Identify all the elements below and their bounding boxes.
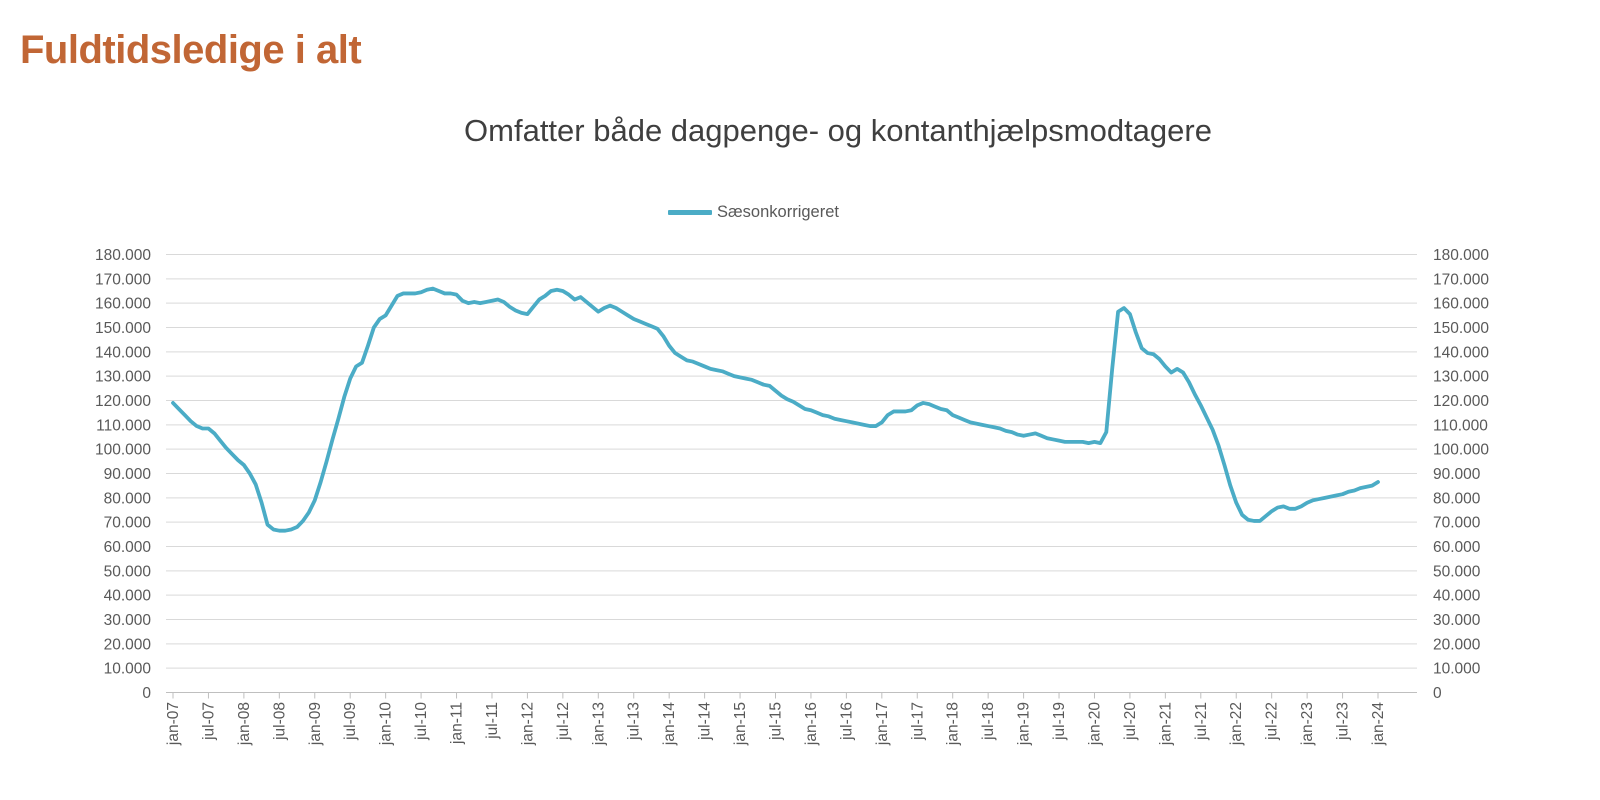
x-axis-label: jan-21 <box>1157 702 1174 746</box>
y-axis-label-right: 160.000 <box>1433 296 1489 313</box>
x-axis-label: jul-10 <box>413 702 430 741</box>
y-axis-label-left: 120.000 <box>95 393 151 410</box>
y-axis-label-right: 20.000 <box>1433 636 1481 653</box>
legend-label: Sæsonkorrigeret <box>717 202 839 221</box>
y-axis-label-right: 80.000 <box>1433 490 1481 507</box>
y-axis-label-right: 30.000 <box>1433 612 1481 629</box>
x-axis-label: jan-14 <box>661 702 678 746</box>
y-axis-label-left: 20.000 <box>104 636 152 653</box>
x-axis-label: jan-17 <box>874 702 891 746</box>
chart-title: Omfatter både dagpenge- og kontanthjælps… <box>464 113 1212 148</box>
y-axis-label-right: 150.000 <box>1433 320 1489 337</box>
y-axis-label-left: 130.000 <box>95 369 151 386</box>
x-axis-label: jan-10 <box>378 702 395 746</box>
x-axis-label: jan-13 <box>590 702 607 746</box>
x-axis-label: jul-17 <box>909 702 926 741</box>
y-axis-label-left: 110.000 <box>96 417 151 434</box>
y-axis-label-left: 90.000 <box>104 466 152 483</box>
y-axis-label-left: 40.000 <box>104 588 152 605</box>
y-axis-label-left: 140.000 <box>95 344 151 361</box>
y-axis-label-left: 80.000 <box>104 490 152 507</box>
x-axis-label: jul-15 <box>768 702 785 741</box>
x-axis-label: jan-20 <box>1086 702 1103 746</box>
y-axis-label-right: 60.000 <box>1433 539 1481 556</box>
x-axis-label: jul-13 <box>626 702 643 741</box>
x-axis-label: jul-07 <box>200 702 217 741</box>
y-axis-label-left: 70.000 <box>104 515 152 532</box>
x-axis-label: jan-24 <box>1370 702 1387 746</box>
y-axis-label-right: 180.000 <box>1433 247 1489 264</box>
x-axis-label: jan-19 <box>1016 702 1033 746</box>
x-axis-label: jul-20 <box>1122 702 1139 741</box>
x-axis-label: jul-11 <box>484 702 501 740</box>
page-title: Fuldtidsledige i alt <box>20 28 362 72</box>
x-axis-label: jul-18 <box>980 702 997 741</box>
x-axis-label: jan-07 <box>165 702 182 746</box>
x-axis-label: jan-16 <box>803 702 820 746</box>
legend-line-swatch <box>668 209 712 215</box>
x-axis-label: jul-14 <box>697 702 714 741</box>
x-axis-label: jan-18 <box>945 702 962 746</box>
y-axis-label-right: 70.000 <box>1433 515 1481 532</box>
x-axis-label: jan-11 <box>449 702 466 745</box>
legend: Sæsonkorrigeret <box>668 202 839 222</box>
y-axis-label-left: 0 <box>142 685 151 702</box>
y-axis-label-right: 170.000 <box>1433 271 1489 288</box>
x-axis-label: jul-12 <box>555 702 572 741</box>
y-axis-label-left: 10.000 <box>104 661 152 678</box>
y-axis-label-right: 40.000 <box>1433 588 1481 605</box>
x-axis-label: jul-08 <box>271 702 288 741</box>
x-axis-label: jan-12 <box>519 702 536 746</box>
y-axis-label-left: 180.000 <box>95 247 151 264</box>
x-axis-label: jan-22 <box>1228 702 1245 746</box>
y-axis-label-right: 0 <box>1433 685 1442 702</box>
y-axis-label-left: 50.000 <box>104 563 152 580</box>
series-line <box>171 286 1380 533</box>
x-axis-label: jul-23 <box>1335 702 1352 741</box>
x-axis-label: jan-15 <box>732 702 749 746</box>
y-axis-label-left: 60.000 <box>104 539 152 556</box>
x-axis-label: jul-16 <box>838 702 855 741</box>
y-axis-label-right: 140.000 <box>1433 344 1489 361</box>
x-axis-label: jan-23 <box>1299 702 1316 746</box>
y-axis-label-right: 90.000 <box>1433 466 1481 483</box>
y-axis-label-left: 170.000 <box>95 271 151 288</box>
y-axis-label-right: 50.000 <box>1433 563 1481 580</box>
y-axis-label-right: 10.000 <box>1433 661 1481 678</box>
y-axis-label-right: 100.000 <box>1433 442 1489 459</box>
y-axis-label-left: 150.000 <box>95 320 151 337</box>
x-axis-label: jan-09 <box>307 702 324 746</box>
x-axis-label: jul-21 <box>1193 702 1210 741</box>
x-axis-label: jul-09 <box>342 702 359 741</box>
x-axis-label: jul-22 <box>1264 702 1281 741</box>
x-axis-label: jan-08 <box>236 702 253 746</box>
y-axis-label-right: 120.000 <box>1433 393 1489 410</box>
y-axis-label-left: 30.000 <box>104 612 152 629</box>
y-axis-label-left: 100.000 <box>95 442 151 459</box>
x-axis-label: jul-19 <box>1051 702 1068 741</box>
y-axis-label-right: 130.000 <box>1433 369 1489 386</box>
y-axis-label-left: 160.000 <box>95 296 151 313</box>
y-axis-label-right: 110.000 <box>1433 417 1488 434</box>
